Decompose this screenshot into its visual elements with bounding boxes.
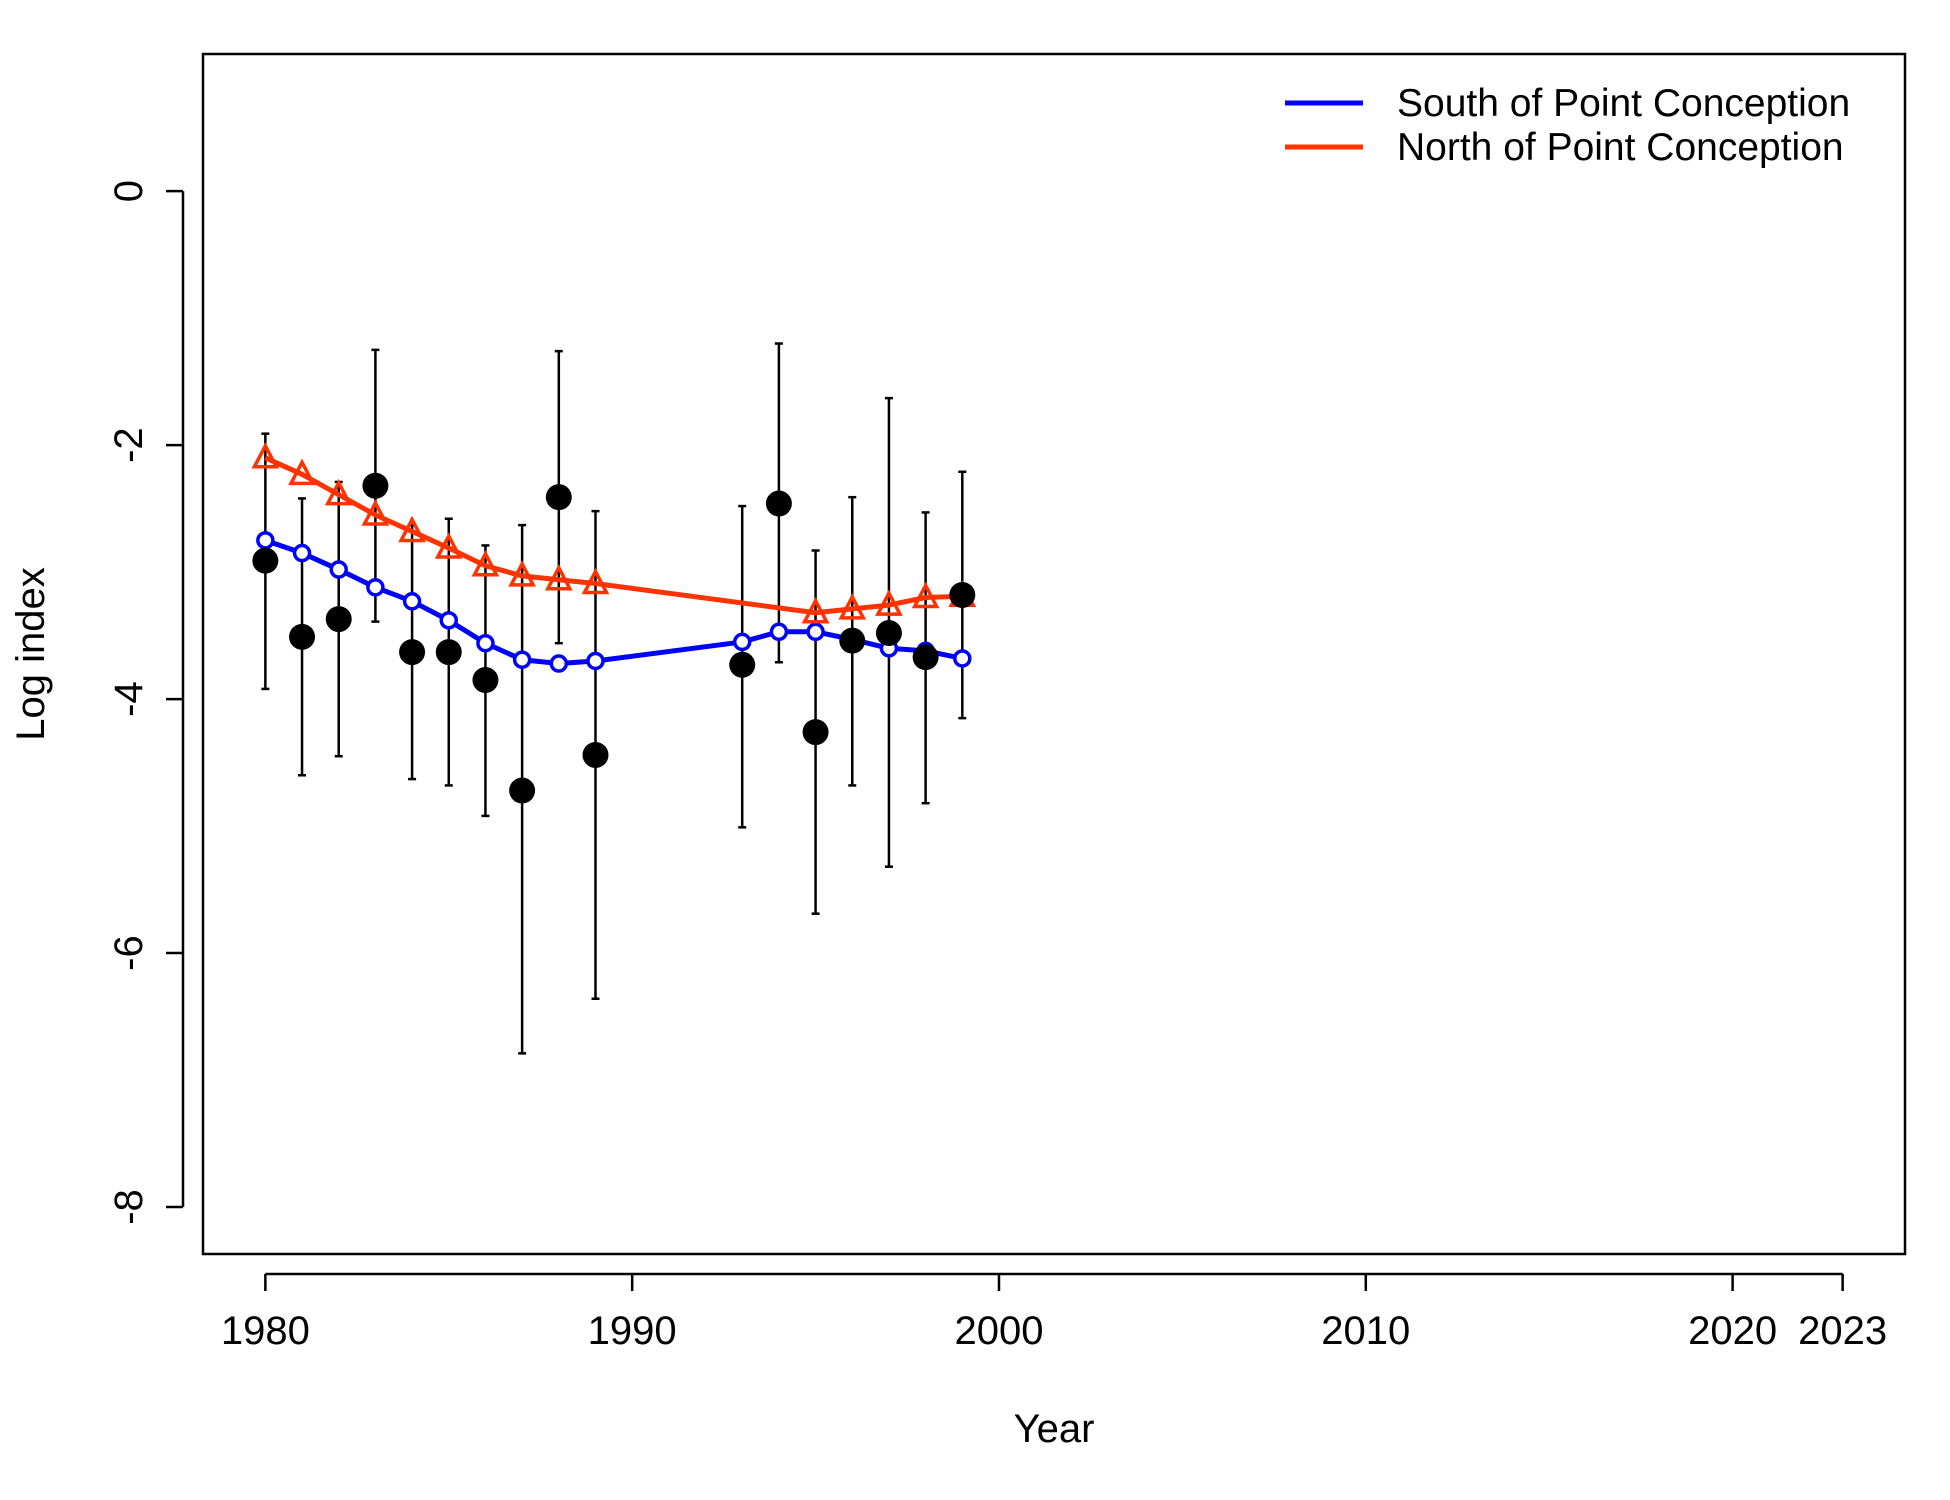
observation-point <box>509 777 536 804</box>
series-point-south <box>732 632 752 652</box>
series-line-north <box>264 455 963 616</box>
observation-point <box>802 719 829 746</box>
y-tick-label: -6 <box>107 935 151 971</box>
series-point-north <box>324 478 353 506</box>
series-point-south <box>256 531 275 550</box>
series-point-north <box>288 458 316 486</box>
x-tick-label: 2010 <box>1321 1309 1410 1353</box>
series-point-north <box>838 593 867 620</box>
y-axis: 0 -2 -4 -6 -8 <box>107 180 185 1225</box>
observations <box>252 472 976 804</box>
x-tick-label: 2000 <box>954 1309 1043 1353</box>
x-tick-label: 1980 <box>221 1309 310 1353</box>
observation-point <box>325 606 352 633</box>
y-tick-label: 0 <box>107 180 151 202</box>
series-point-south <box>292 543 312 563</box>
legend-label-north: North of Point Conception <box>1397 126 1844 169</box>
series-point-south <box>953 649 972 668</box>
observation-point <box>875 620 902 647</box>
observation-point <box>949 581 976 608</box>
plot-frame <box>201 52 1907 1256</box>
series-point-north <box>581 567 610 595</box>
observation-point <box>435 639 462 666</box>
series-point-south <box>586 651 605 671</box>
series-point-south <box>439 611 459 630</box>
y-tick-label: -8 <box>107 1189 151 1225</box>
series-point-north <box>508 560 537 587</box>
series-point-south <box>512 650 532 669</box>
x-tick-label: 2020 <box>1688 1309 1777 1353</box>
series-point-north <box>471 549 500 577</box>
series-point-south <box>476 633 495 653</box>
series-point-north <box>875 589 903 616</box>
observation-point <box>582 741 609 768</box>
x-tick-label: 2023 <box>1798 1309 1887 1353</box>
observation-point <box>289 623 316 650</box>
series-point-north <box>251 442 280 469</box>
series-point-north <box>911 581 940 609</box>
x-axis: 1980 1990 2000 2010 2020 2023 <box>221 1272 1887 1353</box>
series-point-south <box>402 592 422 611</box>
legend-label-south: South of Point Conception <box>1397 82 1850 125</box>
series-point-south <box>549 654 569 673</box>
x-axis-label: Year <box>1014 1407 1095 1451</box>
observation-point <box>912 644 939 671</box>
series-lines <box>251 442 977 673</box>
observation-point <box>472 667 499 694</box>
observation-point <box>729 651 756 678</box>
y-axis-label: Log index <box>9 567 53 740</box>
y-tick-label: -2 <box>107 427 151 463</box>
x-tick-label: 1990 <box>588 1309 677 1353</box>
observation-point <box>545 484 572 511</box>
observation-point <box>362 472 389 499</box>
series-point-north <box>544 563 573 591</box>
observation-point <box>399 639 426 666</box>
observation-point <box>765 490 792 517</box>
error-bars <box>261 342 967 1055</box>
series-point-north <box>398 515 426 543</box>
series-point-north <box>434 532 463 559</box>
series-point-south <box>769 622 789 642</box>
series-point-south <box>366 578 385 597</box>
y-tick-label: -4 <box>107 681 151 717</box>
series-point-north <box>801 596 830 624</box>
observation-point <box>252 547 279 574</box>
series-point-south <box>806 622 825 642</box>
observation-point <box>839 627 866 654</box>
series-point-north <box>361 499 390 526</box>
series-point-south <box>329 560 348 579</box>
